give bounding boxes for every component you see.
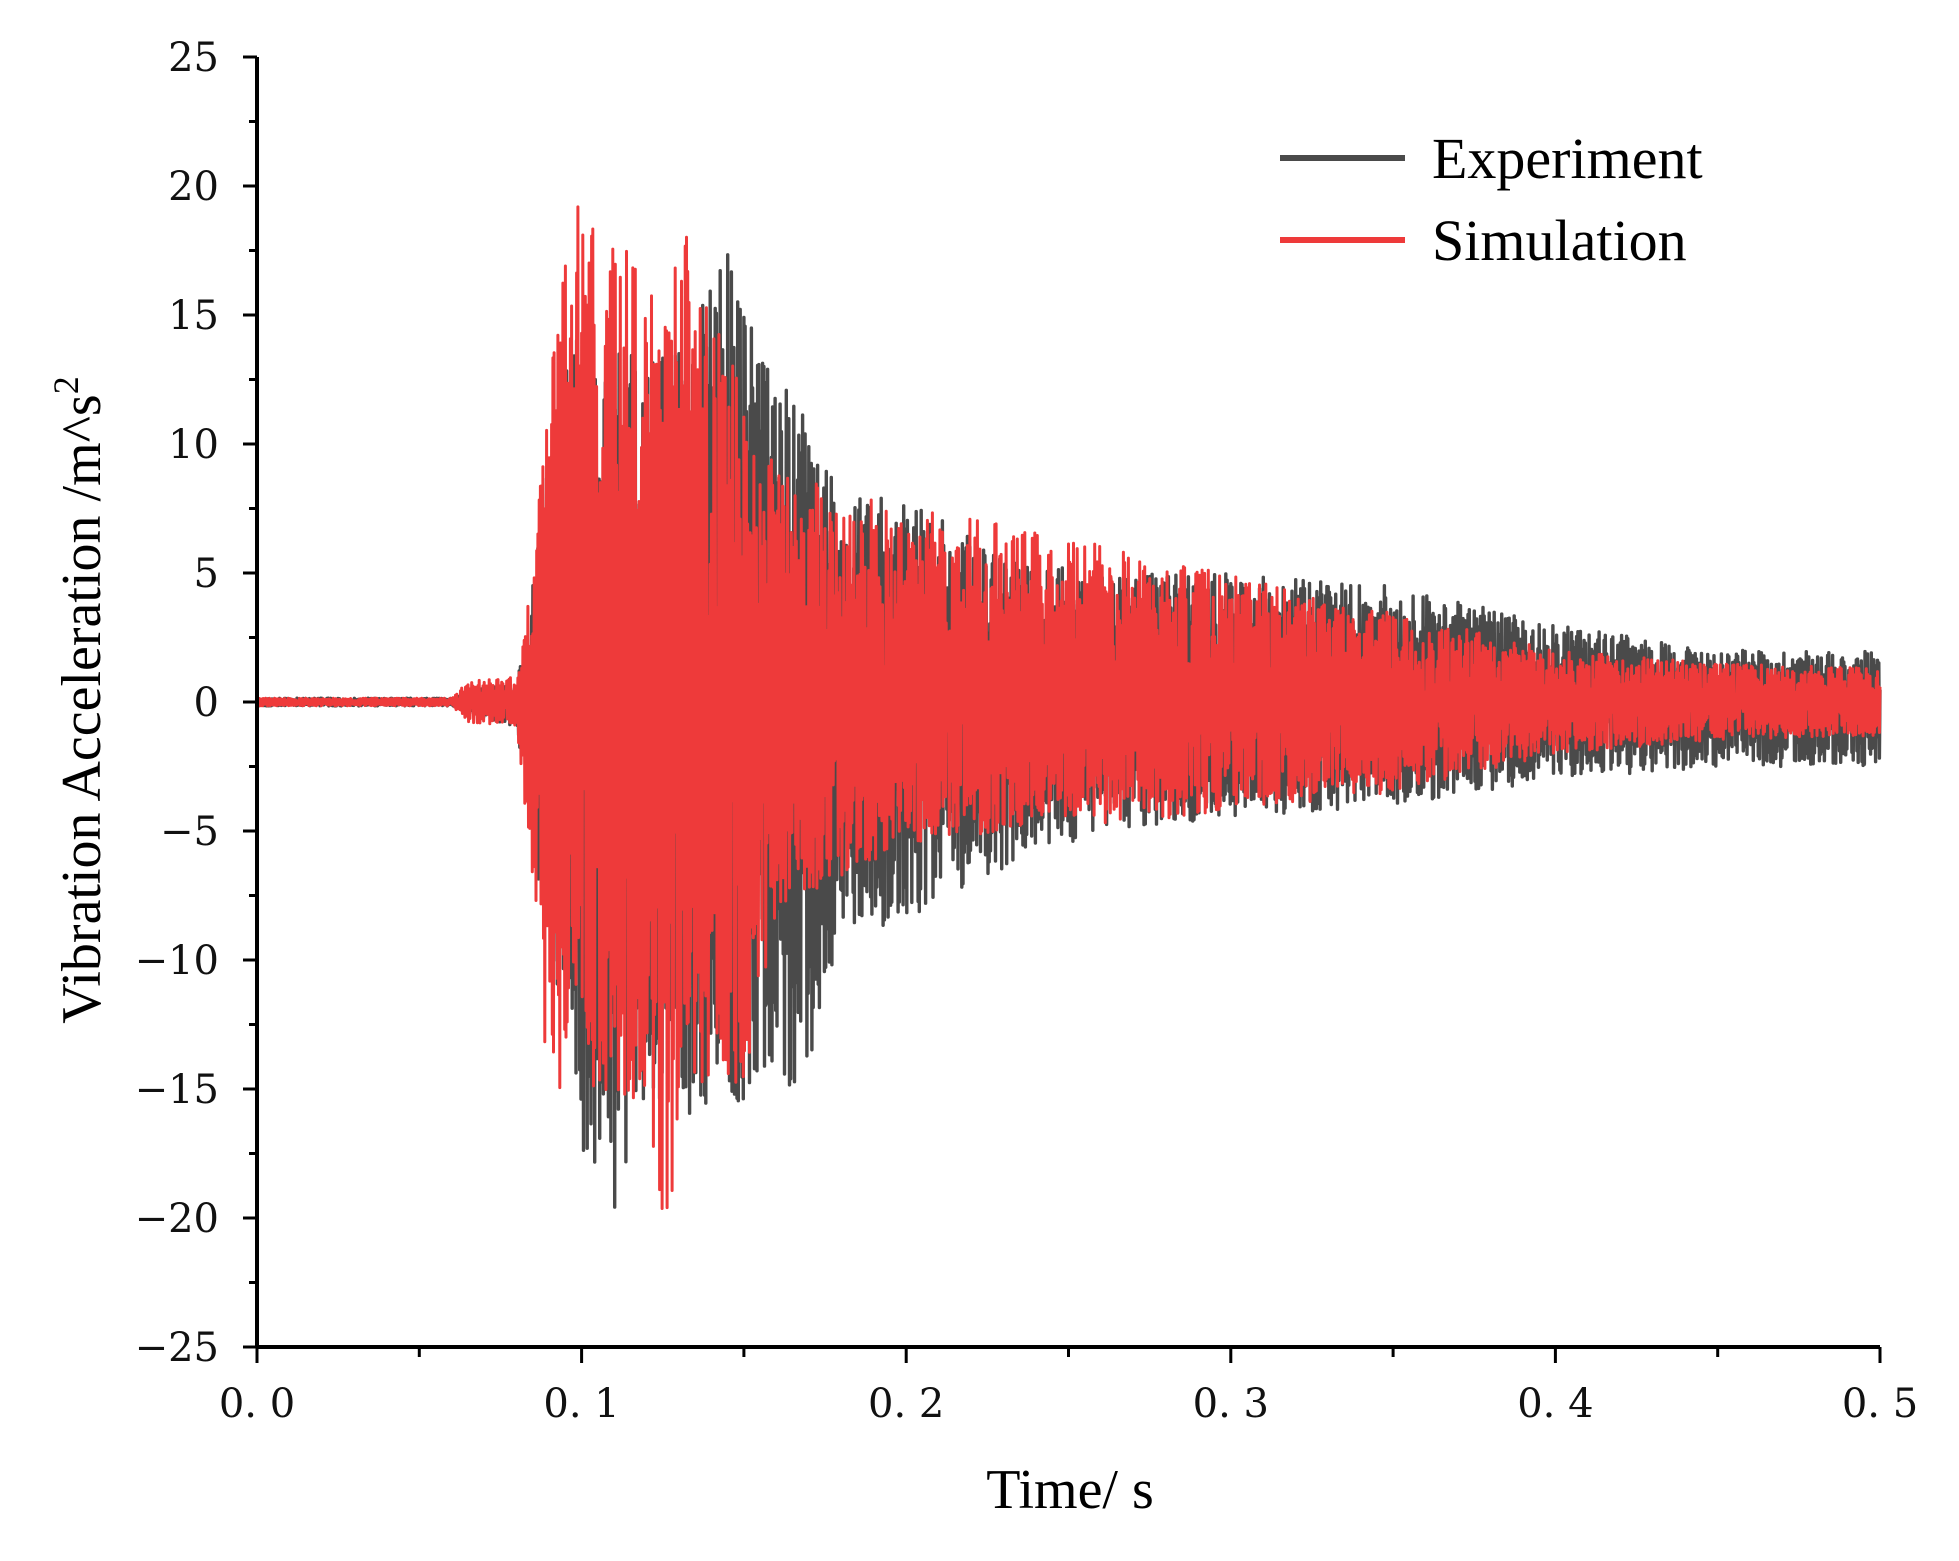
- y-tick-label: 20: [168, 164, 219, 210]
- y-tick-label: 15: [168, 293, 219, 339]
- x-tick-label: 0. 4: [1517, 1381, 1593, 1427]
- y-tick-label: −15: [135, 1067, 219, 1113]
- y-tick-label: −5: [160, 809, 219, 855]
- y-tick-label: −25: [135, 1325, 219, 1371]
- x-tick-label: 0. 3: [1193, 1381, 1269, 1427]
- legend-label-simulation: Simulation: [1432, 208, 1687, 273]
- x-tick-label: 0. 2: [868, 1381, 944, 1427]
- legend-label-experiment: Experiment: [1432, 126, 1703, 191]
- y-tick-label: −20: [135, 1196, 219, 1242]
- y-tick-label: 25: [168, 35, 219, 81]
- x-tick-label: 0. 1: [543, 1381, 619, 1427]
- y-tick-label: 0: [194, 680, 219, 726]
- legend: Experiment Simulation: [1280, 126, 1703, 273]
- x-tick-label: 0. 0: [219, 1381, 295, 1427]
- x-axis-title: Time/ s: [986, 1459, 1154, 1521]
- y-axis-title-superscript: 2: [46, 376, 86, 394]
- ticks-layer: 25 20 15 10 5 0 −5 −10 −15 −20 −250. 0 0. 1 0. 2 0. 3…: [135, 35, 1919, 1427]
- y-axis-title: Vibration Acceleration /m^s2: [46, 376, 113, 1023]
- y-tick-label: 5: [194, 551, 219, 597]
- series-line-simulation: [255, 205, 1882, 1210]
- y-tick-label: 10: [168, 422, 219, 468]
- series-layer: [255, 205, 1882, 1210]
- y-tick-label: −10: [135, 938, 219, 984]
- x-tick-label: 0. 5: [1842, 1381, 1918, 1427]
- y-axis-title-main: Vibration Acceleration /m^s: [51, 394, 113, 1023]
